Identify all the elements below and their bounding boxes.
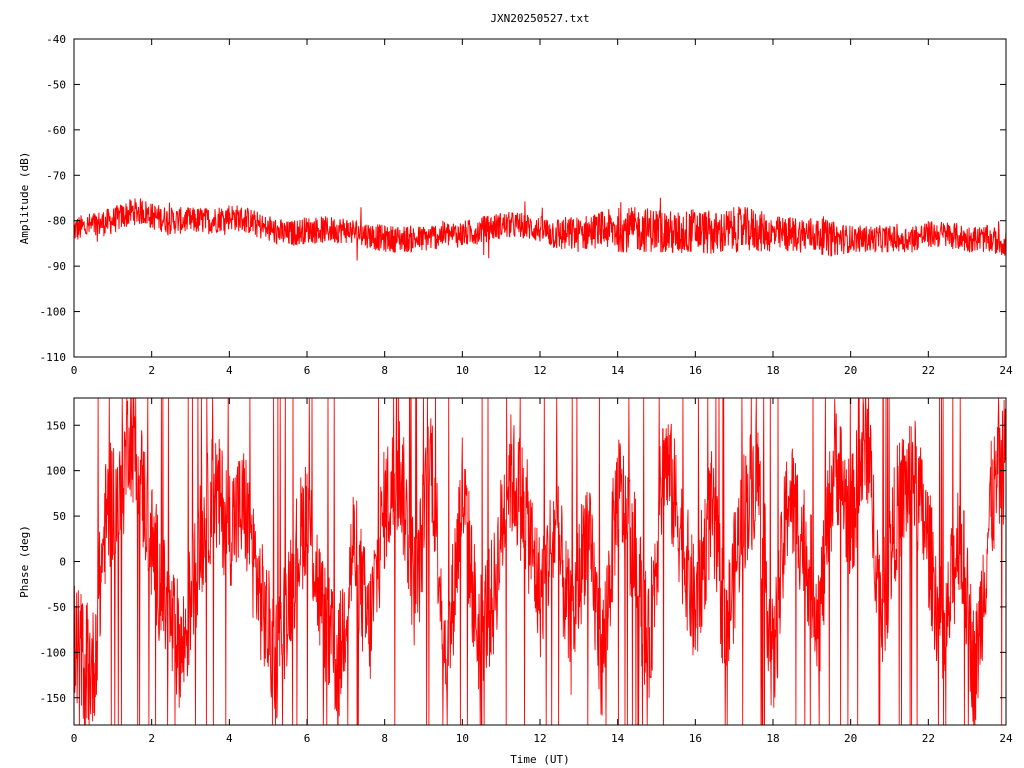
x-tick-label: 16 — [689, 732, 702, 745]
y-tick-label: -60 — [46, 124, 66, 137]
y-axis-label: Phase (deg) — [18, 525, 31, 598]
x-tick-label: 16 — [689, 364, 702, 377]
y-tick-label: 0 — [59, 556, 66, 569]
x-tick-label: 0 — [71, 732, 78, 745]
x-tick-label: 20 — [844, 732, 857, 745]
y-tick-label: 150 — [46, 419, 66, 432]
x-tick-label: 4 — [226, 732, 233, 745]
y-tick-label: -100 — [40, 646, 67, 659]
y-tick-label: -40 — [46, 33, 66, 46]
x-tick-label: 18 — [766, 732, 779, 745]
x-tick-label: 6 — [304, 732, 311, 745]
phase-series-line — [73, 397, 1007, 726]
y-tick-label: -100 — [40, 306, 67, 319]
y-tick-label: -70 — [46, 169, 66, 182]
x-tick-label: 2 — [148, 732, 155, 745]
x-tick-label: 8 — [381, 732, 388, 745]
x-axis-label: Time (UT) — [510, 753, 570, 766]
x-tick-label: 24 — [999, 732, 1013, 745]
x-tick-label: 10 — [456, 732, 469, 745]
y-tick-label: -50 — [46, 601, 66, 614]
y-tick-label: -50 — [46, 78, 66, 91]
x-tick-label: 18 — [766, 364, 779, 377]
x-tick-label: 0 — [71, 364, 78, 377]
x-tick-label: 22 — [922, 732, 935, 745]
x-tick-label: 6 — [304, 364, 311, 377]
y-tick-label: -110 — [40, 351, 67, 364]
y-tick-label: -80 — [46, 215, 66, 228]
x-tick-label: 24 — [999, 364, 1013, 377]
y-tick-label: 50 — [53, 510, 66, 523]
y-tick-label: -90 — [46, 260, 66, 273]
x-tick-label: 12 — [533, 732, 546, 745]
y-tick-label: -150 — [40, 692, 67, 705]
x-tick-label: 14 — [611, 732, 625, 745]
y-tick-label: 100 — [46, 465, 66, 478]
amplitude-series-line — [73, 197, 1007, 261]
x-tick-label: 8 — [381, 364, 388, 377]
plot-frame — [73, 38, 1007, 358]
y-axis-label: Amplitude (dB) — [18, 152, 31, 245]
x-tick-label: 10 — [456, 364, 469, 377]
x-tick-label: 12 — [533, 364, 546, 377]
chart-title: JXN20250527.txt — [490, 12, 590, 25]
x-tick-label: 2 — [148, 364, 155, 377]
x-tick-label: 22 — [922, 364, 935, 377]
x-tick-label: 20 — [844, 364, 857, 377]
x-tick-label: 14 — [611, 364, 625, 377]
x-tick-label: 4 — [226, 364, 233, 377]
